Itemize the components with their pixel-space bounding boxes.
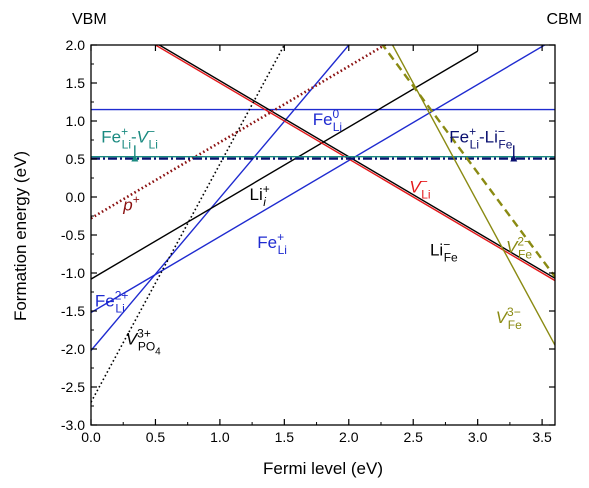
x-tick-label: 1.0 xyxy=(210,429,230,445)
plot-frame xyxy=(90,44,556,426)
y-tick-label: -2.0 xyxy=(61,341,85,357)
axes-layer: 0.0 0.5 1.0 1.5 2.0 2.5 3.0 3.52.01.51.00.50.0-… xyxy=(61,37,555,445)
x-tick-label: 0.5 xyxy=(146,429,166,445)
label-v-po4-3plus: V3+PO4​ xyxy=(126,326,161,357)
x-axis-label: Fermi level (eV) xyxy=(263,459,383,478)
series-v-li-minus xyxy=(154,45,555,282)
y-tick-label: 0.5 xyxy=(66,151,86,167)
y-tick-label: -2.5 xyxy=(61,379,85,395)
y-tick-label: 2.0 xyxy=(66,37,86,53)
y-tick-label: -3.0 xyxy=(61,417,85,433)
series-v-fe-3minus xyxy=(391,45,555,346)
x-tick-label: 3.5 xyxy=(532,429,552,445)
label-arrowhead xyxy=(131,154,139,162)
y-tick-label: 1.0 xyxy=(66,113,86,129)
label-p-plus: p+​ xyxy=(122,193,139,215)
series-li-i-plus xyxy=(91,50,479,280)
series-p-plus xyxy=(91,45,388,220)
label-fe-li-v-li: Fe+Li​-V−Li​ xyxy=(101,124,158,151)
series-v-po4-3plus xyxy=(91,45,286,403)
label-li-fe-minus: Li−Fe​ xyxy=(430,238,458,265)
label-fe-li-2plus: Fe2+Li​ xyxy=(95,288,129,315)
x-tick-label: 1.5 xyxy=(275,429,295,445)
label-arrowhead xyxy=(510,154,518,162)
x-tick-label: 2.5 xyxy=(403,429,423,445)
vbm-label: VBM xyxy=(72,11,107,28)
y-tick-label: -1.5 xyxy=(61,303,85,319)
y-tick-label: 0.0 xyxy=(66,189,86,205)
y-tick-label: -1.0 xyxy=(61,265,85,281)
y-tick-label: 1.5 xyxy=(66,75,86,91)
y-tick-label: -0.5 xyxy=(61,227,85,243)
label-v-fe-3minus: V3−Fe​ xyxy=(496,305,522,332)
label-li-i-plus: Li+i​ xyxy=(250,182,270,209)
plot-border xyxy=(90,44,556,426)
label-fe-li-li-fe: Fe+Li​-Li−Fe​ xyxy=(449,124,512,151)
y-axis-label: Formation energy (eV) xyxy=(11,151,30,321)
label-v-fe-2minus: V2−Fe​ xyxy=(506,234,532,261)
series-fe-li-2plus xyxy=(91,281,143,314)
series-fe-li-to-2plus xyxy=(91,45,350,351)
x-tick-label: 0.0 xyxy=(81,429,101,445)
series-layer xyxy=(91,45,555,403)
series-li-fe-minus xyxy=(157,45,555,279)
series-v-fe-2minus xyxy=(381,45,555,278)
x-tick-label: 3.0 xyxy=(468,429,488,445)
cbm-label: CBM xyxy=(546,11,582,28)
label-fe-li-plus: Fe+Li​ xyxy=(257,230,287,257)
series-fe-li-plus xyxy=(142,45,547,283)
label-v-li-minus: V−Li​ xyxy=(409,174,430,201)
x-tick-label: 2.0 xyxy=(339,429,359,445)
